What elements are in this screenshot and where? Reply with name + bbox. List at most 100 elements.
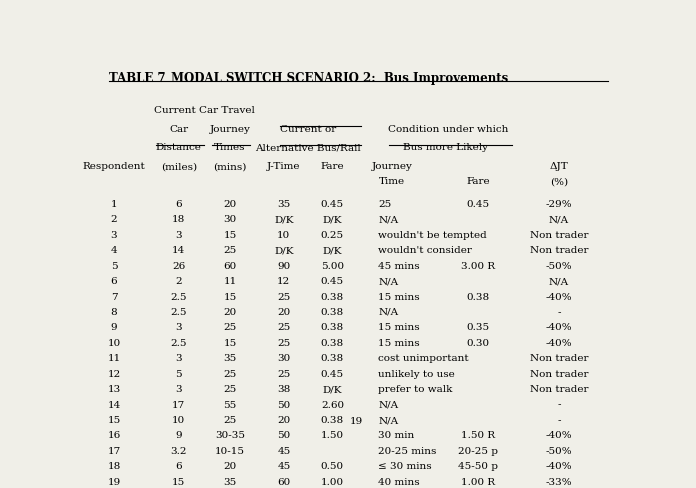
Text: ΔJT: ΔJT	[550, 162, 569, 171]
Text: -33%: -33%	[546, 477, 572, 486]
Text: 25: 25	[223, 245, 237, 255]
Text: 1.50: 1.50	[321, 430, 344, 440]
Text: 40 mins: 40 mins	[378, 477, 420, 486]
Text: -: -	[557, 307, 561, 316]
Text: Non trader: Non trader	[530, 369, 588, 378]
Text: (mins): (mins)	[213, 162, 246, 171]
Text: 2: 2	[175, 277, 182, 285]
Text: -: -	[557, 400, 561, 409]
Text: 3: 3	[175, 353, 182, 363]
Text: (miles): (miles)	[161, 162, 197, 171]
Text: N/A: N/A	[378, 215, 398, 224]
Text: 9: 9	[175, 430, 182, 440]
Text: 20: 20	[223, 307, 237, 316]
Text: 25: 25	[277, 369, 290, 378]
Text: 35: 35	[277, 200, 290, 208]
Text: wouldn't be tempted: wouldn't be tempted	[378, 230, 487, 239]
Text: 3: 3	[175, 323, 182, 332]
Text: TABLE 7: TABLE 7	[109, 72, 165, 85]
Text: 17: 17	[172, 400, 185, 409]
Text: 15: 15	[223, 230, 237, 239]
Text: 20: 20	[223, 200, 237, 208]
Text: -50%: -50%	[546, 261, 572, 270]
Text: 45: 45	[277, 446, 290, 455]
Text: 1: 1	[111, 200, 118, 208]
Text: 4: 4	[111, 245, 118, 255]
Text: 0.38: 0.38	[321, 415, 344, 424]
Text: Alternative Bus/Rail: Alternative Bus/Rail	[255, 143, 361, 152]
Text: 9: 9	[111, 323, 118, 332]
Text: 26: 26	[172, 261, 185, 270]
Text: 38: 38	[277, 385, 290, 393]
Text: 7: 7	[111, 292, 118, 301]
Text: Fare: Fare	[321, 162, 345, 171]
Text: 5: 5	[175, 369, 182, 378]
Text: 0.35: 0.35	[466, 323, 489, 332]
Text: Respondent: Respondent	[83, 162, 145, 171]
Text: 8: 8	[111, 307, 118, 316]
Text: Car: Car	[169, 124, 188, 133]
Text: 15: 15	[223, 338, 237, 347]
Text: (%): (%)	[550, 177, 568, 186]
Text: D/K: D/K	[323, 245, 342, 255]
Text: 19: 19	[350, 416, 363, 425]
Text: 15: 15	[107, 415, 120, 424]
Text: Non trader: Non trader	[530, 245, 588, 255]
Text: 3.00 R: 3.00 R	[461, 261, 495, 270]
Text: N/A: N/A	[378, 307, 398, 316]
Text: 2.5: 2.5	[171, 292, 187, 301]
Text: Non trader: Non trader	[530, 385, 588, 393]
Text: 1.00 R: 1.00 R	[461, 477, 495, 486]
Text: 0.25: 0.25	[321, 230, 344, 239]
Text: 20-25 p: 20-25 p	[458, 446, 498, 455]
Text: 17: 17	[107, 446, 120, 455]
Text: Journey: Journey	[209, 124, 251, 133]
Text: -: -	[557, 415, 561, 424]
Text: 3.2: 3.2	[171, 446, 187, 455]
Text: 5: 5	[111, 261, 118, 270]
Text: 11: 11	[107, 353, 120, 363]
Text: 2.60: 2.60	[321, 400, 344, 409]
Text: 90: 90	[277, 261, 290, 270]
Text: Non trader: Non trader	[530, 230, 588, 239]
Text: Bus more Likely: Bus more Likely	[403, 143, 488, 152]
Text: 3: 3	[175, 230, 182, 239]
Text: 25: 25	[223, 323, 237, 332]
Text: N/A: N/A	[549, 215, 569, 224]
Text: 3: 3	[111, 230, 118, 239]
Text: 0.38: 0.38	[321, 338, 344, 347]
Text: 5.00: 5.00	[321, 261, 344, 270]
Text: cost unimportant: cost unimportant	[378, 353, 469, 363]
Text: 35: 35	[223, 477, 237, 486]
Text: 45-50 p: 45-50 p	[458, 461, 498, 470]
Text: 50: 50	[277, 430, 290, 440]
Text: 25: 25	[223, 385, 237, 393]
Text: J-Time: J-Time	[267, 162, 301, 171]
Text: 0.38: 0.38	[321, 353, 344, 363]
Text: -40%: -40%	[546, 338, 572, 347]
Text: 0.50: 0.50	[321, 461, 344, 470]
Text: 0.45: 0.45	[321, 200, 344, 208]
Text: MODAL SWITCH SCENARIO 2:  Bus Improvements: MODAL SWITCH SCENARIO 2: Bus Improvement…	[171, 72, 508, 85]
Text: Non trader: Non trader	[530, 353, 588, 363]
Text: N/A: N/A	[549, 277, 569, 285]
Text: prefer to walk: prefer to walk	[378, 385, 452, 393]
Text: 20-25 mins: 20-25 mins	[378, 446, 436, 455]
Text: N/A: N/A	[378, 400, 398, 409]
Text: 0.38: 0.38	[321, 292, 344, 301]
Text: 1.00: 1.00	[321, 477, 344, 486]
Text: 2.5: 2.5	[171, 338, 187, 347]
Text: 25: 25	[277, 338, 290, 347]
Text: 2: 2	[111, 215, 118, 224]
Text: unlikely to use: unlikely to use	[378, 369, 455, 378]
Text: 45 mins: 45 mins	[378, 261, 420, 270]
Text: 25: 25	[378, 200, 392, 208]
Text: 0.45: 0.45	[321, 369, 344, 378]
Text: Journey: Journey	[372, 162, 412, 171]
Text: 0.38: 0.38	[466, 292, 489, 301]
Text: 10: 10	[172, 415, 185, 424]
Text: Condition under which: Condition under which	[388, 124, 509, 133]
Text: N/A: N/A	[378, 277, 398, 285]
Text: 0.38: 0.38	[321, 323, 344, 332]
Text: -40%: -40%	[546, 292, 572, 301]
